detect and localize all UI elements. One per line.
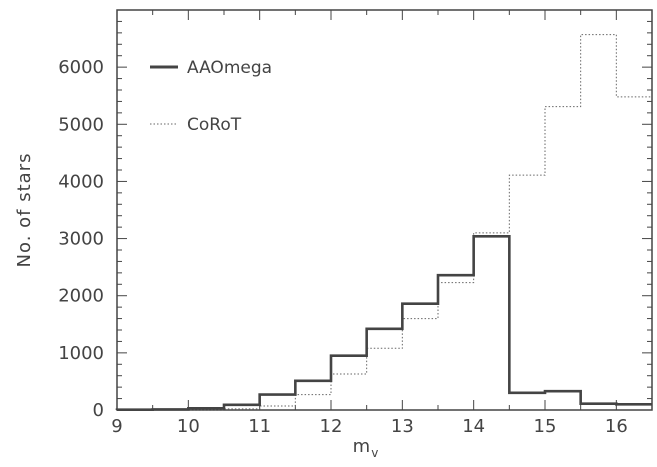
bin-aaomega-10.5 [224, 405, 260, 410]
x-tick-label: 12 [320, 416, 343, 437]
y-tick-label: 4000 [58, 171, 104, 192]
x-axis-label-subscript: v [371, 446, 379, 460]
y-tick-label: 5000 [58, 114, 104, 135]
bin-aaomega-15.5 [581, 404, 617, 410]
x-axis-label-main: m [353, 436, 372, 457]
bin-aaomega-12 [331, 356, 367, 410]
x-axis-label: mv [353, 436, 380, 460]
x-tick-label: 15 [534, 416, 557, 437]
bin-aaomega-9.5 [153, 409, 189, 410]
bin-aaomega-16 [616, 404, 652, 410]
bin-aaomega-13.5 [438, 275, 474, 410]
bin-aaomega-11 [260, 395, 296, 410]
legend-label-aaomega: AAOmega [187, 58, 272, 78]
bin-corot-14.5 [509, 175, 545, 410]
y-tick-label: 1000 [58, 343, 104, 364]
y-tick-label: 0 [93, 400, 104, 421]
y-tick-label: 3000 [58, 229, 104, 250]
x-tick-label: 10 [177, 416, 200, 437]
bin-aaomega-12.5 [367, 329, 403, 410]
bin-aaomega-15 [545, 391, 581, 410]
x-tick-label: 16 [605, 416, 628, 437]
bin-aaomega-13 [402, 304, 438, 410]
bin-corot-15 [545, 107, 581, 410]
legend: AAOmega CoRoT [150, 58, 272, 135]
y-tick-label: 2000 [58, 286, 104, 307]
x-tick-label: 9 [111, 416, 122, 437]
x-tick-label: 14 [462, 416, 485, 437]
x-tick-label: 13 [391, 416, 414, 437]
y-axis-label: No. of stars [14, 153, 35, 268]
bin-aaomega-11.5 [295, 381, 331, 410]
bin-corot-16 [616, 97, 652, 410]
legend-label-corot: CoRoT [187, 115, 242, 135]
bin-aaomega-14 [474, 236, 510, 410]
x-tick-label: 11 [248, 416, 271, 437]
bin-aaomega-10 [188, 408, 224, 410]
histogram-series [117, 35, 652, 410]
bin-corot-15.5 [581, 35, 617, 410]
y-tick-label: 6000 [58, 57, 104, 78]
bin-aaomega-14.5 [509, 393, 545, 410]
